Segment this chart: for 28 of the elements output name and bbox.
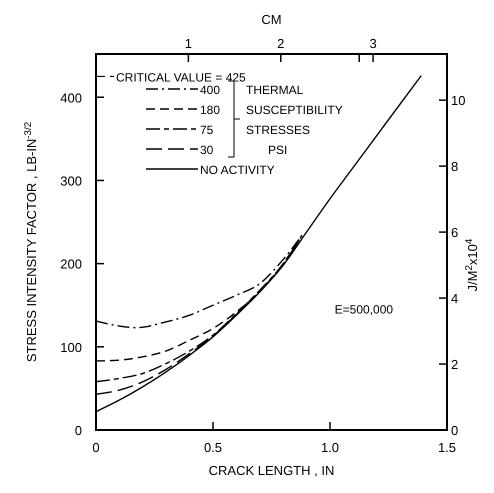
y-tick-label: 200 xyxy=(60,256,82,272)
y2-tick-label: 0 xyxy=(451,423,458,438)
x-tick-label: 1.5 xyxy=(438,440,456,455)
y2-tick-label: 10 xyxy=(451,93,466,108)
legend-label: 75 xyxy=(200,123,214,137)
y-tick-label: 100 xyxy=(60,340,82,355)
ref-line-label: CRITICAL VALUE = 425 xyxy=(116,70,246,84)
legend-label: NO ACTIVITY xyxy=(200,163,275,177)
annotation: E=500,000 xyxy=(334,302,394,317)
legend-title: THERMAL SUSCEPTIBILITY STRESSES PSI xyxy=(246,83,343,157)
x2-tick-label: 2 xyxy=(277,36,284,51)
y2-tick-label: 6 xyxy=(451,225,458,240)
y2-tick-label: 8 xyxy=(451,159,458,174)
x2-axis-title: CM xyxy=(261,12,282,27)
x-tick-label: 0.5 xyxy=(204,440,222,455)
y-tick-label: 400 xyxy=(60,90,82,106)
legend-label: 400 xyxy=(200,83,220,97)
x-axis-title: CRACK LENGTH , IN xyxy=(208,463,334,478)
x2-tick-label: 3 xyxy=(369,36,377,51)
x2-tick-label: 1 xyxy=(184,36,192,51)
y-tick-label: 300 xyxy=(60,173,82,188)
x-tick-label: 0 xyxy=(92,440,100,455)
x-tick-label: 1.0 xyxy=(320,440,340,455)
y2-tick-label: 4 xyxy=(451,291,458,306)
legend-label: 180 xyxy=(200,103,220,117)
y2-tick-label: 2 xyxy=(451,357,458,372)
legend-label: 30 xyxy=(200,143,214,157)
y-tick-label: 0 xyxy=(74,423,82,438)
